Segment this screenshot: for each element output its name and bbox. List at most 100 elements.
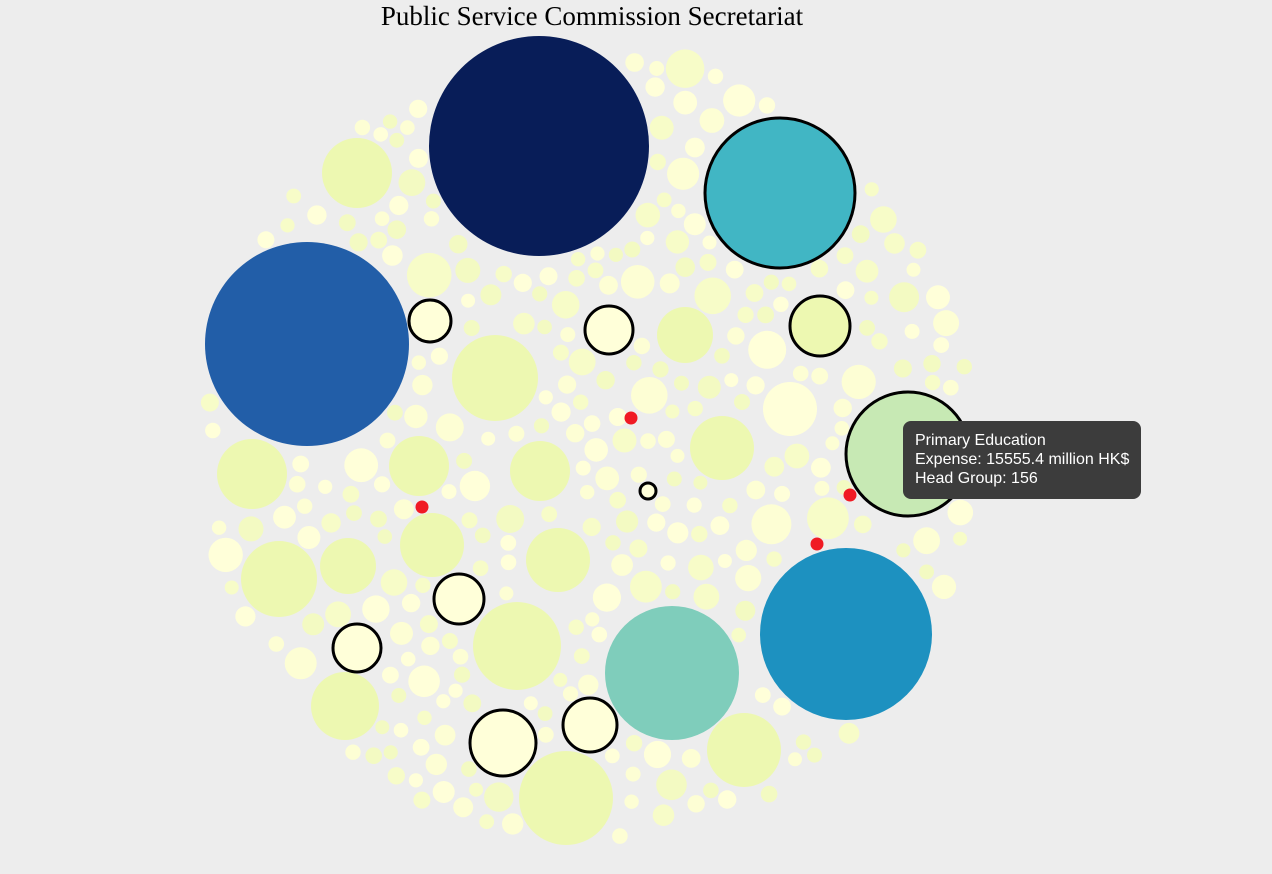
bubble-small[interactable]	[811, 367, 829, 385]
bubble-small[interactable]	[425, 193, 441, 209]
bubble-small[interactable]	[461, 761, 477, 777]
bubble-small[interactable]	[681, 749, 701, 768]
bubble[interactable]	[241, 541, 317, 617]
bubble-small[interactable]	[640, 433, 656, 449]
bubble-small[interactable]	[671, 203, 686, 219]
bubble-small[interactable]	[947, 499, 974, 526]
bubble-small[interactable]	[836, 247, 854, 264]
bubble-small[interactable]	[647, 513, 666, 532]
bubble-small[interactable]	[307, 205, 327, 225]
bubble-small[interactable]	[469, 782, 484, 797]
bubble-small[interactable]	[836, 281, 855, 300]
bubble-small[interactable]	[409, 99, 428, 118]
bubble-small[interactable]	[851, 225, 870, 244]
bubble-small[interactable]	[727, 327, 745, 345]
bubble-small[interactable]	[481, 431, 496, 446]
bubble[interactable]	[763, 382, 817, 436]
bubble-small[interactable]	[926, 285, 950, 310]
bubble-small[interactable]	[811, 457, 831, 478]
bubble-small[interactable]	[724, 373, 739, 388]
bubble[interactable]	[311, 672, 379, 740]
bubble-small[interactable]	[953, 531, 968, 546]
bubble-small[interactable]	[449, 235, 468, 254]
bubble[interactable]	[473, 602, 561, 690]
bubble-small[interactable]	[751, 504, 792, 545]
bubble-small[interactable]	[456, 452, 473, 469]
bubble-highlighted[interactable]	[407, 298, 453, 344]
bubble-small[interactable]	[746, 480, 766, 500]
bubble-small[interactable]	[906, 262, 921, 277]
bubble[interactable]	[205, 242, 409, 446]
bubble-small[interactable]	[480, 284, 502, 306]
bubble-small[interactable]	[625, 766, 641, 782]
bubble-small[interactable]	[707, 68, 724, 85]
bubble-small[interactable]	[694, 277, 731, 315]
bubble-small[interactable]	[923, 355, 941, 373]
bubble-small[interactable]	[575, 460, 591, 476]
bubble[interactable]	[320, 538, 376, 594]
bubble-small[interactable]	[764, 456, 785, 477]
bubble-small[interactable]	[913, 527, 940, 555]
bubble[interactable]	[217, 439, 287, 509]
bubble-small[interactable]	[568, 619, 584, 635]
bubble-small[interactable]	[342, 485, 360, 503]
bubble-small[interactable]	[710, 516, 730, 535]
bubble-small[interactable]	[286, 188, 302, 204]
bubble-small[interactable]	[630, 570, 662, 603]
bubble-small[interactable]	[436, 694, 451, 709]
bubble-small[interactable]	[633, 337, 651, 355]
bubble-small[interactable]	[703, 782, 719, 799]
bubble-small[interactable]	[425, 753, 447, 776]
bubble-small[interactable]	[675, 257, 695, 278]
bubble-small[interactable]	[568, 348, 596, 376]
bubble-small[interactable]	[649, 153, 666, 171]
bubble-small[interactable]	[612, 828, 628, 844]
bubble-small[interactable]	[620, 265, 655, 299]
bubble-small[interactable]	[268, 636, 285, 652]
bubble-small[interactable]	[833, 398, 852, 418]
bubble-small[interactable]	[500, 554, 517, 571]
bubble[interactable]	[389, 436, 449, 496]
bubble-small[interactable]	[773, 296, 789, 312]
bubble-small[interactable]	[652, 361, 669, 378]
bubble-small[interactable]	[552, 344, 569, 361]
bubble-small[interactable]	[453, 797, 474, 818]
bubble-highlighted[interactable]	[432, 572, 486, 626]
bubble-small[interactable]	[889, 282, 920, 313]
bubble-small[interactable]	[718, 790, 737, 809]
bubble-small[interactable]	[280, 218, 295, 233]
bubble-small[interactable]	[659, 273, 680, 294]
bubble[interactable]	[526, 528, 590, 592]
bubble-small[interactable]	[430, 347, 448, 365]
bubble-small[interactable]	[393, 722, 409, 738]
bubble-small[interactable]	[284, 647, 317, 680]
bubble-small[interactable]	[693, 475, 708, 490]
bubble-small[interactable]	[745, 284, 764, 302]
bubble-small[interactable]	[667, 522, 689, 544]
bubble-small[interactable]	[587, 262, 604, 279]
bubble-small[interactable]	[631, 377, 668, 414]
bubble-small[interactable]	[441, 633, 458, 649]
bubble-small[interactable]	[699, 253, 717, 271]
bubble-small[interactable]	[463, 320, 480, 336]
bubble-small[interactable]	[810, 259, 829, 278]
bubble-small[interactable]	[393, 499, 414, 520]
bubble-small[interactable]	[735, 565, 762, 592]
bubble-small[interactable]	[725, 260, 744, 279]
bubble-small[interactable]	[781, 276, 797, 292]
bubble[interactable]	[510, 441, 570, 501]
bubble-small[interactable]	[573, 394, 589, 410]
bubble-small[interactable]	[558, 375, 577, 394]
bubble-small[interactable]	[674, 375, 689, 391]
bubble-small[interactable]	[499, 586, 514, 601]
bubble-small[interactable]	[735, 600, 756, 621]
bubble-small[interactable]	[382, 114, 398, 129]
bubble[interactable]	[605, 606, 739, 740]
bubble-small[interactable]	[568, 270, 585, 287]
bubble-small[interactable]	[292, 455, 310, 473]
bubble-small[interactable]	[288, 475, 306, 493]
bubble-small[interactable]	[582, 517, 601, 537]
bubble-small[interactable]	[697, 375, 721, 399]
bubble-small[interactable]	[595, 466, 620, 491]
bubble-small[interactable]	[200, 393, 219, 412]
